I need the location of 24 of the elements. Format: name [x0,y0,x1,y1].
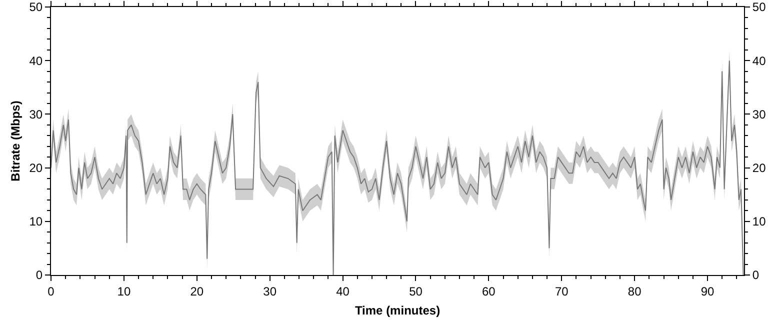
x-tick-label: 40 [336,284,350,298]
y2-tick-label: 0 [752,268,760,282]
y2-tick-label: 40 [752,54,766,68]
x-axis-title: Time (minutes) [354,303,440,318]
x-tick-label: 80 [628,284,642,298]
x-tick-label: 10 [117,284,131,298]
y2-tick-label: 30 [752,107,766,122]
y-tick-label: 10 [29,214,43,229]
y-tick-label: 20 [29,161,43,175]
y-tick-label: 50 [29,0,43,14]
x-tick-label: 70 [554,284,569,298]
y-axis-title: Bitrate (Mbps) [8,100,23,182]
x-tick-label: 0 [48,284,55,298]
y2-tick-label: 20 [752,161,766,175]
x-tick-label: 50 [409,284,423,298]
y-tick-label: 0 [36,268,43,282]
y2-tick-label: 10 [752,214,766,229]
y-tick-label: 30 [29,107,43,122]
x-tick-label: 90 [700,284,715,298]
x-tick-label: 20 [190,284,204,298]
y-tick-label: 40 [29,54,43,68]
x-tick-label: 30 [263,284,277,298]
x-tick-label: 60 [482,284,496,298]
y2-tick-label: 50 [752,0,766,14]
